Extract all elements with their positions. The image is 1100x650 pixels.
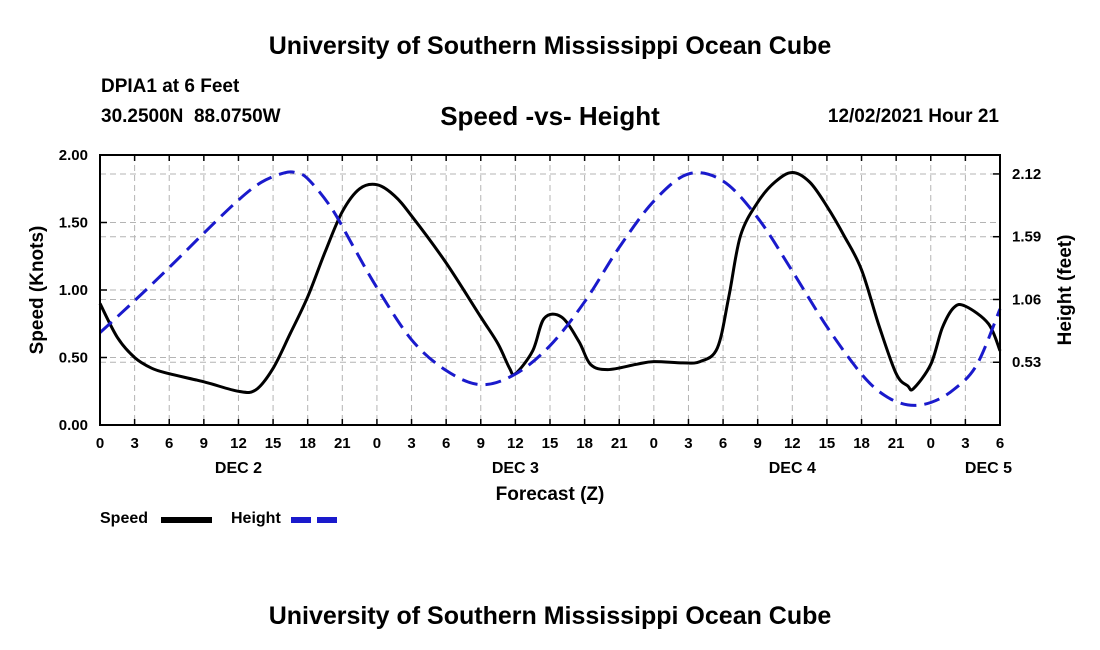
chart-title: Speed -vs- Height (440, 101, 660, 131)
y-axis-label: Speed (Knots) (27, 226, 48, 355)
x-tick-label: 3 (961, 435, 969, 452)
y-tick-label: 0.00 (59, 417, 88, 434)
x-tick-label: 18 (299, 435, 316, 452)
x-tick-label: 6 (719, 435, 727, 452)
y2-tick-label: 1.59 (1012, 229, 1041, 246)
y2-tick-label: 0.53 (1012, 354, 1041, 371)
series-line-height (98, 170, 1002, 407)
page-title: University of Southern Mississippi Ocean… (268, 32, 832, 60)
y-tick-label: 1.00 (59, 282, 88, 299)
x-tick-label: 3 (130, 435, 138, 452)
series-line-speed (98, 171, 1002, 395)
series-layer (98, 170, 1002, 407)
x-tick-label: 15 (819, 435, 836, 452)
x-tick-label: 12 (784, 435, 801, 452)
x-tick-label: 9 (200, 435, 208, 452)
x-tick-label: 0 (650, 435, 658, 452)
date-label: DEC 4 (769, 460, 816, 477)
footer-title: University of Southern Mississippi Ocean… (268, 602, 832, 630)
x-tick-label: 3 (684, 435, 692, 452)
x-tick-label: 9 (477, 435, 485, 452)
x-tick-label: 21 (888, 435, 905, 452)
y2-axis-label: Height (feet) (1055, 235, 1076, 346)
forecast-datetime: 12/02/2021 Hour 21 (827, 106, 999, 127)
x-tick-label: 0 (373, 435, 381, 452)
x-tick-label: 6 (442, 435, 450, 452)
x-tick-label: 15 (265, 435, 282, 452)
grid (100, 155, 1000, 425)
legend-height-label: Height (231, 510, 281, 527)
date-label: DEC 3 (492, 460, 539, 477)
station-coords: 30.2500N 88.0750W (101, 106, 281, 127)
date-label: DEC 2 (215, 460, 262, 477)
y2-tick-label: 2.12 (1012, 166, 1041, 183)
legend-height-line (291, 517, 342, 523)
x-axis-label: Forecast (Z) (496, 484, 605, 505)
x-tick-label: 12 (507, 435, 524, 452)
date-label: DEC 5 (965, 460, 1012, 477)
x-tick-label: 18 (853, 435, 870, 452)
x-tick-label: 21 (334, 435, 351, 452)
x-tick-label: 3 (407, 435, 415, 452)
x-tick-label: 21 (611, 435, 628, 452)
x-tick-label: 6 (165, 435, 173, 452)
x-tick-label: 15 (542, 435, 559, 452)
legend-speed-label: Speed (100, 510, 149, 527)
axes: 0 3 6 9 12 15 18 21 0 3 6 9 12 15 18 21 0 3 6 9 12 15 18 21 0 3 6 0… (59, 147, 1041, 477)
x-tick-label: 12 (230, 435, 247, 452)
x-tick-label: 0 (927, 435, 935, 452)
legend-speed-line (161, 517, 212, 523)
x-tick-label: 6 (996, 435, 1004, 452)
x-tick-label: 0 (96, 435, 104, 452)
x-tick-label: 9 (754, 435, 762, 452)
x-tick-label: 18 (576, 435, 593, 452)
y-tick-label: 0.50 (59, 350, 88, 367)
y2-tick-label: 1.06 (1012, 291, 1041, 308)
y-tick-label: 1.50 (59, 215, 88, 232)
station-label: DPIA1 at 6 Feet (101, 76, 240, 97)
y-tick-label: 2.00 (59, 147, 88, 164)
